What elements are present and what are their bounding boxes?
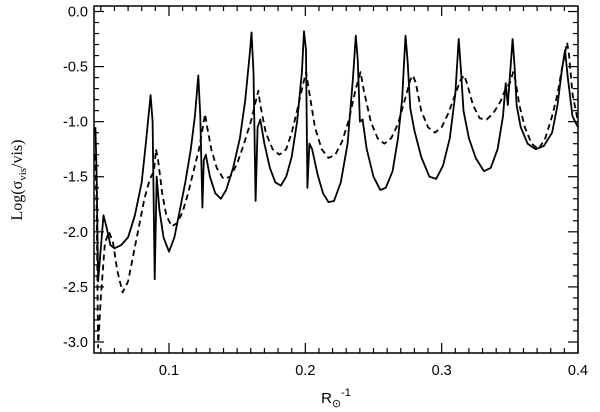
y-axis-label: Log(σvis/vis)	[9, 139, 29, 220]
y-tick-label: -3.0	[63, 335, 88, 351]
y-axis-label-sub: vis	[17, 168, 29, 181]
x-axis-label: R⊙-1	[321, 387, 351, 410]
y-tick-label: -0.5	[63, 60, 88, 76]
y-tick-label: -2.5	[63, 280, 88, 296]
x-tick-label: 0.3	[432, 363, 452, 379]
solid-series-line	[94, 30, 578, 283]
y-tick-label: -1.0	[63, 115, 88, 131]
plot-frame	[93, 5, 579, 354]
y-tick-label: -1.5	[63, 170, 88, 186]
x-tick-label: 0.2	[295, 363, 315, 379]
y-tick-label: 0.0	[68, 5, 88, 21]
x-axis-label-sup: -1	[341, 387, 351, 399]
x-tick-label: 0.1	[159, 363, 179, 379]
x-axis-label-main: R	[321, 390, 332, 407]
dashed-series-line	[94, 41, 578, 349]
axis-ticks: 0.1 0.2 0.3 0.4 0.0 -0.5 -1.0 -1.5 -2.0 -2.5 -3.0	[63, 5, 588, 379]
y-axis-label-rest: /vis)	[9, 139, 26, 167]
y-axis-label-main: Log(σ	[9, 180, 26, 220]
y-tick-label: -2.0	[63, 225, 88, 241]
plot-area	[94, 30, 578, 349]
x-tick-label: 0.4	[568, 363, 588, 379]
x-axis-label-sub: ⊙	[332, 398, 341, 410]
